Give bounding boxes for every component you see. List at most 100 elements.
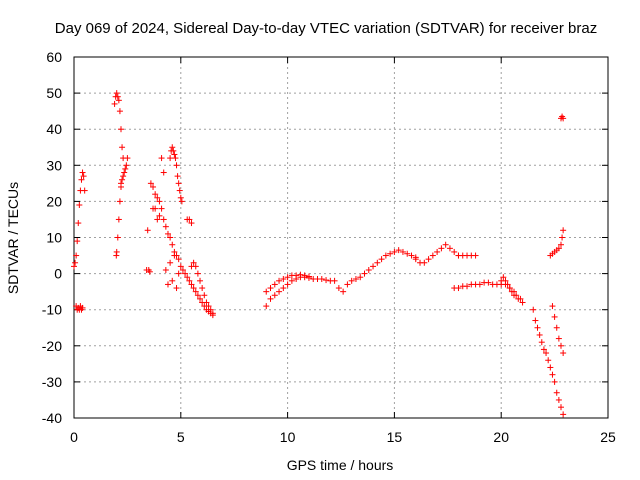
data-point (280, 285, 287, 292)
data-point (271, 281, 278, 288)
data-point (276, 288, 283, 295)
data-point (438, 245, 445, 252)
data-point (555, 396, 562, 403)
data-point (207, 306, 214, 313)
data-point (80, 173, 87, 180)
data-point (119, 144, 126, 151)
data-point (171, 151, 178, 158)
data-point (517, 295, 524, 302)
data-point (555, 335, 562, 342)
data-point (560, 227, 567, 234)
data-point (179, 266, 186, 273)
x-tick-labels: 0 5 10 15 20 25 (70, 429, 616, 445)
data-point (280, 276, 287, 283)
data-point (365, 266, 372, 273)
data-point (551, 378, 558, 385)
y-tick-label: 0 (54, 266, 62, 282)
data-point (119, 176, 126, 183)
data-point (147, 180, 154, 187)
data-point (120, 173, 127, 180)
y-axis-label: SDTVAR / TECUs (5, 182, 21, 294)
x-tick-label: 25 (600, 429, 616, 445)
data-point (374, 259, 381, 266)
data-point (174, 173, 181, 180)
data-point (545, 357, 552, 364)
data-point (560, 350, 567, 357)
data-point (559, 234, 566, 241)
data-point (160, 216, 167, 223)
data-point (318, 276, 325, 283)
data-point (472, 252, 479, 259)
data-point (301, 272, 308, 279)
data-point (508, 288, 515, 295)
data-point (156, 212, 163, 219)
data-point (532, 317, 539, 324)
data-point (421, 259, 428, 266)
chart-title: Day 069 of 2024, Sidereal Day-to-day VTE… (55, 20, 597, 37)
data-point (171, 252, 178, 259)
data-point (177, 263, 184, 270)
data-point (144, 227, 151, 234)
data-point (551, 313, 558, 320)
data-point (284, 281, 291, 288)
data-point (357, 274, 364, 281)
data-point (404, 250, 411, 257)
data-point (122, 165, 129, 172)
data-point (173, 162, 180, 169)
x-tick-label: 10 (280, 429, 296, 445)
data-point (170, 147, 177, 154)
data-point (267, 285, 274, 292)
data-point (201, 292, 208, 299)
data-point (158, 205, 165, 212)
data-point (305, 273, 312, 280)
data-point (162, 266, 169, 273)
data-point (199, 285, 206, 292)
data-point (560, 411, 567, 418)
data-point (160, 169, 167, 176)
data-point (506, 285, 513, 292)
data-point (188, 281, 195, 288)
data-point (558, 342, 565, 349)
data-point (344, 281, 351, 288)
data-point (182, 270, 189, 277)
data-point (81, 187, 88, 194)
data-point (203, 299, 210, 306)
data-point (111, 100, 118, 107)
data-point (192, 288, 199, 295)
data-point (75, 220, 82, 227)
data-point (408, 252, 415, 259)
data-point (169, 241, 176, 248)
data-point (382, 252, 389, 259)
y-tick-label: 20 (46, 193, 62, 209)
data-point (271, 292, 278, 299)
data-point (186, 216, 193, 223)
y-tick-label: -40 (42, 410, 62, 426)
data-point (361, 270, 368, 277)
y-tick-label: 30 (46, 157, 62, 173)
x-tick-label: 20 (493, 429, 509, 445)
data-point (442, 241, 449, 248)
axis-ticks (73, 56, 609, 419)
data-point (370, 263, 377, 270)
data-point (121, 169, 128, 176)
data-point (164, 281, 171, 288)
data-point (429, 252, 436, 259)
data-point (276, 277, 283, 284)
data-point (71, 263, 77, 270)
data-point (197, 295, 204, 302)
data-point (288, 277, 295, 284)
y-tick-label: -20 (42, 338, 62, 354)
data-point (154, 194, 161, 201)
data-point (150, 183, 157, 190)
data-points (71, 90, 567, 418)
data-point (190, 285, 197, 292)
data-point (162, 223, 169, 230)
data-point (331, 277, 338, 284)
data-point (146, 268, 153, 275)
data-point (263, 303, 270, 310)
data-point (399, 248, 406, 255)
data-point (73, 252, 80, 259)
data-point (173, 285, 180, 292)
data-point (530, 306, 537, 313)
